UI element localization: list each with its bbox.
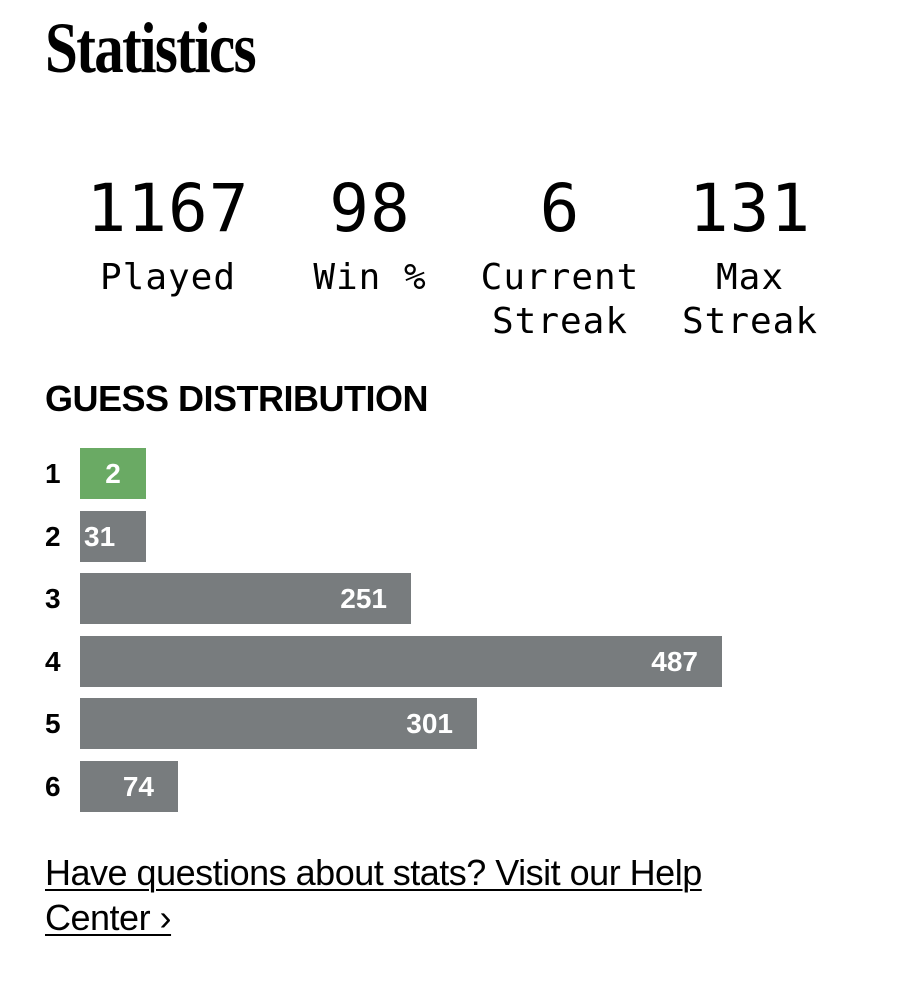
page-title: Statistics [45,8,257,88]
stat-label: Played [99,257,237,298]
guess-number-label: 3 [45,583,61,614]
guess-number-label: 5 [45,708,61,739]
distribution-row-6: 6 74 [45,760,885,812]
stat-label: Win % [313,257,427,298]
guess-distribution-chart: 1 2 2 31 3 251 4 487 5 301 6 74 [45,448,885,823]
distribution-bar-4: 487 [80,635,722,687]
stat-current-streak: 6 Current Streak [465,170,655,344]
bar-track: 74 [80,760,722,812]
distribution-row-5: 5 301 [45,698,885,749]
stat-value: 1167 [86,170,250,247]
stat-label: Max Streak [681,257,819,342]
guess-number-label: 1 [45,458,61,489]
stat-win-percentage: 98 Win % [275,170,465,300]
distribution-bar-1: 2 [80,448,146,499]
statistics-summary: 1167 Played 98 Win % 6 Current Streak 13… [0,170,908,360]
bar-track: 487 [80,635,722,687]
guess-number-label: 4 [45,645,61,677]
distribution-row-1: 1 2 [45,448,885,499]
distribution-bar-5: 301 [80,698,477,749]
distribution-bar-6: 74 [80,760,178,812]
distribution-bar-3: 251 [80,573,411,624]
stat-value: 6 [539,170,581,247]
help-center-link[interactable]: Have questions about stats? Visit our He… [45,852,702,938]
bar-track: 301 [80,698,722,749]
guess-number-label: 6 [45,770,61,802]
distribution-row-2: 2 31 [45,510,885,562]
bar-track: 2 [80,448,722,499]
guess-distribution-title: GUESS DISTRIBUTION [45,378,429,419]
stat-played: 1167 Played [73,170,263,300]
distribution-row-4: 4 487 [45,635,885,687]
distribution-row-3: 3 251 [45,573,885,624]
stat-value: 98 [329,170,411,247]
stat-value: 131 [688,170,812,247]
stat-max-streak: 131 Max Streak [655,170,845,344]
guess-number-label: 2 [45,520,61,552]
stat-label: Current Streak [480,257,640,342]
distribution-bar-2: 31 [80,510,146,562]
bar-track: 251 [80,573,722,624]
bar-track: 31 [80,510,722,562]
